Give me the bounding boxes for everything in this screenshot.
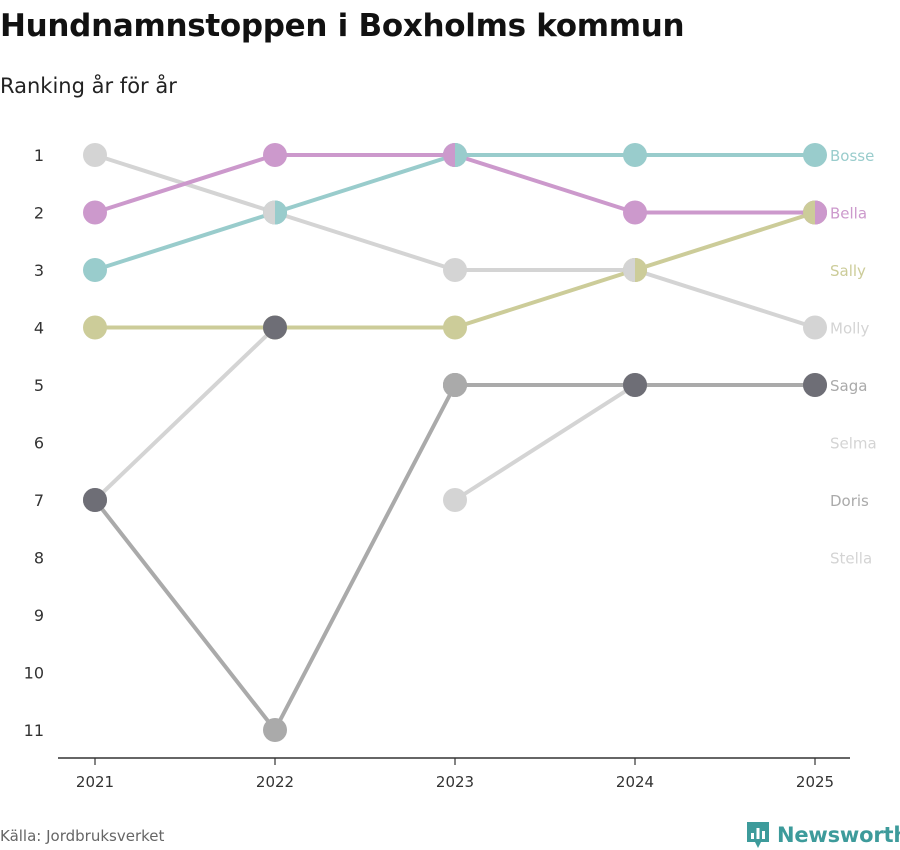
x-tick-label-2024: 2024 (616, 773, 654, 791)
x-tick-label-2023: 2023 (436, 773, 474, 791)
split-point-right-bella-2025 (815, 200, 828, 225)
chart-title: Hundnamnstoppen i Boxholms kommun (0, 8, 685, 44)
y-tick-label-7: 7 (34, 491, 44, 510)
end-label-stella: Stella (830, 550, 872, 568)
x-tick-label-2022: 2022 (256, 773, 294, 791)
line-bosse-2022 (273, 153, 457, 215)
end-label-molly: Molly (830, 320, 869, 338)
split-point-right-bosse-2022 (275, 200, 287, 225)
y-tick-label-1: 1 (34, 146, 44, 165)
newsworthy-icon (747, 822, 769, 848)
split-point-left-doris-2023 (443, 373, 455, 397)
point-bosse-2025 (803, 143, 827, 167)
end-labels: Bosse Bella Sally Molly Saga Selma Doris Stella (830, 147, 877, 568)
end-label-sally: Sally (830, 262, 866, 280)
split-point-right-saga-2023 (455, 373, 467, 397)
overlap-point-2021-7 (83, 488, 107, 512)
line-sally-2024 (633, 210, 817, 272)
point-molly-2023 (443, 258, 467, 282)
line-bella-2021 (93, 153, 277, 215)
point-bella-2021 (83, 200, 107, 225)
end-label-saga: Saga (830, 377, 867, 395)
point-molly-2021 (83, 143, 107, 167)
y-tick-label-9: 9 (34, 606, 44, 625)
point-molly-2025 (803, 315, 827, 340)
source-note: Källa: Jordbruksverket (0, 827, 165, 845)
line-molly-2024 (633, 268, 817, 330)
point-stella-2023 (443, 488, 467, 512)
y-tick-label-6: 6 (34, 434, 44, 453)
split-point-left-bella-2023 (443, 143, 455, 167)
end-label-bosse: Bosse (830, 147, 874, 165)
y-tick-label-11: 11 (24, 721, 44, 740)
y-tick-label-8: 8 (34, 549, 44, 568)
x-tick-label-2021: 2021 (76, 773, 114, 791)
end-label-selma: Selma (830, 435, 877, 453)
line-bosse-2021 (93, 210, 277, 272)
line-doris-2022 (273, 383, 457, 732)
y-tick-label-10: 10 (24, 664, 44, 683)
series-lines (93, 153, 817, 732)
split-point-left-molly-2024 (623, 258, 635, 282)
y-tick-label-2: 2 (34, 204, 44, 223)
y-tick-label-5: 5 (34, 376, 44, 395)
point-bosse-2021 (83, 258, 107, 282)
point-sally-2021 (83, 315, 107, 340)
point-bella-2022 (263, 143, 287, 167)
split-point-left-sally-2025 (803, 200, 815, 225)
y-axis-ticks: 1 2 3 4 5 6 7 8 9 10 11 (24, 146, 44, 740)
bump-chart: 1 2 3 4 5 6 7 8 9 10 11 2021 2022 2023 2024 2025 Bosse… (24, 143, 877, 791)
line-sally-2023 (453, 268, 637, 330)
split-point-right-bosse-2023 (455, 143, 467, 167)
chart-subtitle: Ranking år för år (0, 74, 177, 98)
brand-name: Newsworthy (777, 823, 900, 847)
line-doris-2021 (93, 498, 277, 732)
overlap-point-2025-5 (803, 373, 827, 397)
series-points (83, 143, 828, 742)
x-axis: 2021 2022 2023 2024 2025 (58, 757, 850, 791)
brand-logo[interactable]: Newsworthy (745, 820, 900, 850)
line-molly-2022 (273, 210, 457, 272)
line-bella-2023 (453, 153, 637, 215)
x-tick-label-2025: 2025 (796, 773, 834, 791)
split-point-right-sally-2024 (635, 258, 647, 282)
split-point-left-molly-2022 (263, 200, 275, 225)
end-label-doris: Doris (830, 492, 869, 510)
y-tick-label-4: 4 (34, 319, 44, 338)
line-stella-2023 (453, 383, 637, 502)
point-doris-2022 (263, 718, 287, 742)
overlap-point-2024-5 (623, 373, 647, 397)
overlap-point-2022-4 (263, 315, 287, 340)
y-tick-label-3: 3 (34, 261, 44, 280)
point-bella-2024 (623, 200, 647, 225)
point-bosse-2024 (623, 143, 647, 167)
end-label-bella: Bella (830, 205, 867, 223)
point-sally-2023 (443, 315, 467, 340)
line-selma-2021 (93, 325, 277, 502)
